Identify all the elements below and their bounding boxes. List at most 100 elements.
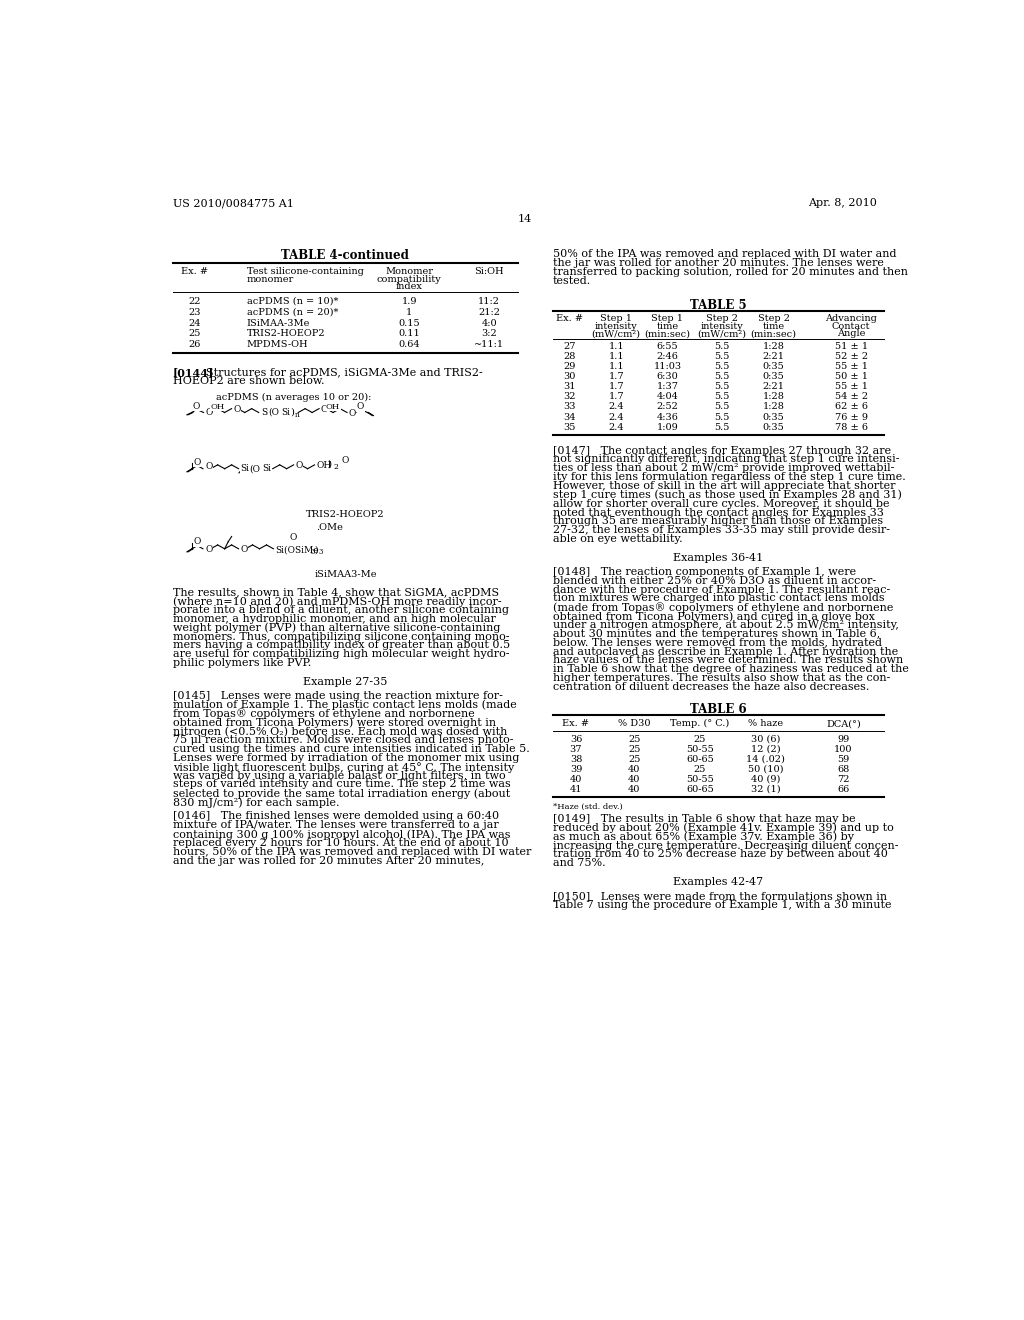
Text: [0149]   The results in Table 6 show that haze may be: [0149] The results in Table 6 show that … <box>553 814 855 824</box>
Text: about 30 minutes and the temperatures shown in Table 6,: about 30 minutes and the temperatures sh… <box>553 628 880 639</box>
Text: 12 (2): 12 (2) <box>751 744 780 754</box>
Text: 50 ± 1: 50 ± 1 <box>835 372 867 381</box>
Text: are useful for compatibilizing high molecular weight hydro-: are useful for compatibilizing high mole… <box>173 649 510 659</box>
Text: [0144]: [0144] <box>173 367 214 378</box>
Text: 31: 31 <box>563 383 575 392</box>
Text: 50 (10): 50 (10) <box>749 764 783 774</box>
Text: [0150]   Lenses were made from the formulations shown in: [0150] Lenses were made from the formula… <box>553 891 887 902</box>
Text: Structures for acPDMS, iSiGMA-3Me and TRIS2-: Structures for acPDMS, iSiGMA-3Me and TR… <box>206 367 482 378</box>
Text: However, those of skill in the art will appreciate that shorter: However, those of skill in the art will … <box>553 480 895 491</box>
Text: 51 ± 1: 51 ± 1 <box>835 342 867 351</box>
Text: 40: 40 <box>628 775 640 784</box>
Text: 25: 25 <box>628 744 640 754</box>
Text: O: O <box>193 401 201 411</box>
Text: 2: 2 <box>333 463 338 471</box>
Text: noted that eventhough the contact angles for Examples 33: noted that eventhough the contact angles… <box>553 508 884 517</box>
Text: TABLE 4-continued: TABLE 4-continued <box>282 249 410 263</box>
Text: O: O <box>342 455 349 465</box>
Text: ): ) <box>314 545 318 554</box>
Text: 68: 68 <box>838 764 850 774</box>
Text: 100: 100 <box>835 744 853 754</box>
Text: Examples 42-47: Examples 42-47 <box>674 878 764 887</box>
Text: OH: OH <box>316 461 332 470</box>
Text: 3: 3 <box>310 548 315 556</box>
Text: 40: 40 <box>569 775 582 784</box>
Text: 2.4: 2.4 <box>608 412 624 421</box>
Text: 1:09: 1:09 <box>656 422 678 432</box>
Text: 25: 25 <box>628 735 640 743</box>
Text: 4:0: 4:0 <box>481 318 497 327</box>
Text: (mW/cm²): (mW/cm²) <box>592 330 641 338</box>
Text: 0:35: 0:35 <box>763 363 784 371</box>
Text: O: O <box>356 403 365 412</box>
Text: 40: 40 <box>628 785 640 793</box>
Text: TABLE 5: TABLE 5 <box>690 298 746 312</box>
Text: Monomer: Monomer <box>385 267 433 276</box>
Text: selected to provide the same total irradiation energy (about: selected to provide the same total irrad… <box>173 788 510 799</box>
Text: 28: 28 <box>563 352 575 362</box>
Text: step 1 cure times (such as those used in Examples 28 and 31): step 1 cure times (such as those used in… <box>553 490 901 500</box>
Text: replaced every 2 hours for 10 hours. At the end of about 10: replaced every 2 hours for 10 hours. At … <box>173 838 509 847</box>
Text: 0:35: 0:35 <box>763 422 784 432</box>
Text: 1.7: 1.7 <box>608 383 624 392</box>
Text: DCA(°): DCA(°) <box>826 719 861 729</box>
Text: acPDMS (n averages 10 or 20):: acPDMS (n averages 10 or 20): <box>216 392 371 401</box>
Text: 1.1: 1.1 <box>608 352 624 362</box>
Text: Si(OSiMe: Si(OSiMe <box>275 545 318 554</box>
Text: 39: 39 <box>569 764 582 774</box>
Text: *Haze (std. dev.): *Haze (std. dev.) <box>553 803 623 810</box>
Text: weight polymer (PVP) than alternative silicone-containing: weight polymer (PVP) than alternative si… <box>173 623 501 634</box>
Text: Step 2: Step 2 <box>706 314 737 323</box>
Text: 6:55: 6:55 <box>656 342 678 351</box>
Text: and 75%.: and 75%. <box>553 858 605 869</box>
Text: Ex. #: Ex. # <box>562 719 590 729</box>
Text: obtained from Ticona Polymers) and cured in a glove box: obtained from Ticona Polymers) and cured… <box>553 611 874 622</box>
Text: ties of less than about 2 mW/cm² provide improved wettabil-: ties of less than about 2 mW/cm² provide… <box>553 463 894 474</box>
Text: .OMe: .OMe <box>316 524 343 532</box>
Text: 33: 33 <box>563 403 575 412</box>
Text: ): ) <box>328 459 332 469</box>
Text: 1.1: 1.1 <box>608 342 624 351</box>
Text: 54 ± 2: 54 ± 2 <box>835 392 867 401</box>
Text: 14 (.02): 14 (.02) <box>746 755 785 764</box>
Text: and the jar was rolled for 20 minutes After 20 minutes,: and the jar was rolled for 20 minutes Af… <box>173 855 484 866</box>
Text: 22: 22 <box>188 297 201 306</box>
Text: Step 1: Step 1 <box>651 314 683 323</box>
Text: Step 2: Step 2 <box>758 314 790 323</box>
Text: 11:03: 11:03 <box>653 363 681 371</box>
Text: 36: 36 <box>569 735 582 743</box>
Text: visible light fluorescent bulbs, curing at 45° C. The intensity: visible light fluorescent bulbs, curing … <box>173 762 514 772</box>
Text: US 2010/0084775 A1: US 2010/0084775 A1 <box>173 198 294 209</box>
Text: 52 ± 2: 52 ± 2 <box>835 352 867 362</box>
Text: 1.1: 1.1 <box>608 363 624 371</box>
Text: (min:sec): (min:sec) <box>644 330 690 338</box>
Text: 5.5: 5.5 <box>714 403 729 412</box>
Text: iSiMAA3-Me: iSiMAA3-Me <box>314 570 377 579</box>
Text: porate into a blend of a diluent, another silicone containing: porate into a blend of a diluent, anothe… <box>173 605 509 615</box>
Text: was varied by using a variable balast or light filters, in two: was varied by using a variable balast or… <box>173 771 506 780</box>
Text: 25: 25 <box>188 330 201 338</box>
Text: n: n <box>295 411 300 418</box>
Text: Angle: Angle <box>837 330 865 338</box>
Text: HOEOP2 are shown below.: HOEOP2 are shown below. <box>173 376 325 387</box>
Text: through 35 are measurably higher than those of Examples: through 35 are measurably higher than th… <box>553 516 883 527</box>
Text: haze values of the lenses were determined. The results shown: haze values of the lenses were determine… <box>553 656 903 665</box>
Text: tested.: tested. <box>553 276 591 286</box>
Text: 5.5: 5.5 <box>714 352 729 362</box>
Text: dance with the procedure of Example 1. The resultant reac-: dance with the procedure of Example 1. T… <box>553 585 890 594</box>
Text: (O: (O <box>250 465 260 473</box>
Text: mers having a compatibility index of greater than about 0.5: mers having a compatibility index of gre… <box>173 640 510 651</box>
Text: O: O <box>194 458 201 467</box>
Text: 35: 35 <box>563 422 575 432</box>
Text: reduced by about 20% (Example 41v. Example 39) and up to: reduced by about 20% (Example 41v. Examp… <box>553 822 894 833</box>
Text: 4:04: 4:04 <box>656 392 678 401</box>
Text: acPDMS (n = 10)*: acPDMS (n = 10)* <box>247 297 338 306</box>
Text: TRIS2-HOEOP2: TRIS2-HOEOP2 <box>247 330 326 338</box>
Text: tion mixtures were charged into plastic contact lens molds: tion mixtures were charged into plastic … <box>553 594 885 603</box>
Text: Test silicone-containing: Test silicone-containing <box>247 267 364 276</box>
Text: TABLE 6: TABLE 6 <box>690 704 746 717</box>
Text: [0148]   The reaction components of Example 1, were: [0148] The reaction components of Exampl… <box>553 566 856 577</box>
Text: 40: 40 <box>628 764 640 774</box>
Text: ~11:1: ~11:1 <box>474 341 504 348</box>
Text: 25: 25 <box>694 764 707 774</box>
